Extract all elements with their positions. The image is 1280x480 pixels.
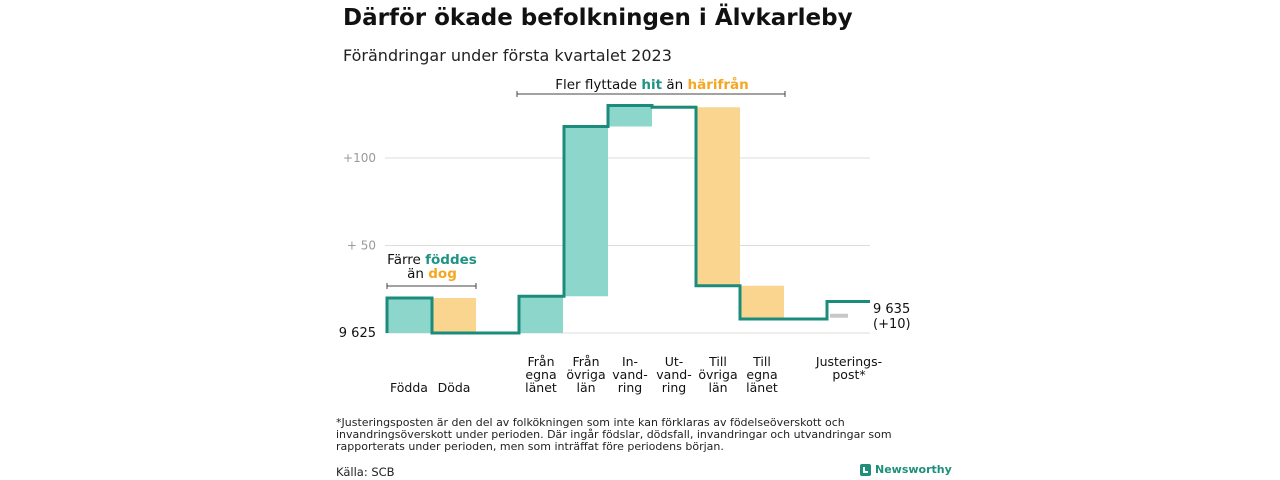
category-label: Födda — [390, 380, 428, 395]
end-change-label: (+10) — [873, 317, 911, 332]
category-label: Till egna länet — [746, 354, 778, 395]
category-label: In-vand-ring — [612, 354, 647, 395]
chart-title: Därför ökade befolkningen i Älvkarleby — [343, 5, 853, 31]
bar-Justerings-post* — [830, 313, 848, 318]
y-tick-label: + 50 — [347, 239, 376, 253]
birth-death-annotation-line1: Färre föddes — [387, 252, 477, 268]
y-tick-label: +100 — [343, 151, 376, 165]
brand-name: Newsworthy — [875, 463, 952, 476]
brand: Newsworthy — [860, 463, 952, 476]
end-value-label: 9 635 — [873, 302, 910, 317]
bar-Döda — [432, 298, 476, 333]
cumulative-step-line — [385, 104, 870, 335]
bar-Födda — [387, 298, 431, 333]
bar-Frånövrigalän — [564, 126, 608, 297]
bar-Frånegnalänet — [519, 296, 563, 333]
footnote: *Justeringsposten är den del av folkökni… — [336, 416, 892, 453]
migration-annotation: Fler flyttade hit än härifrån — [555, 76, 749, 93]
category-label: Från egna länet — [525, 354, 557, 395]
category-label: Till övriga län — [698, 354, 737, 395]
category-label: Från övriga län — [566, 354, 605, 395]
category-label: Justerings-post* — [815, 354, 882, 382]
start-value-label: 9 625 — [339, 326, 376, 341]
newsworthy-logo-icon — [860, 463, 871, 476]
category-label: Döda — [438, 380, 471, 395]
category-label: Ut-vand-ring — [656, 354, 691, 395]
bar-Tillegnalänet — [740, 285, 784, 319]
bar-In-vand-ring — [608, 105, 652, 127]
chart-subtitle: Förändringar under första kvartalet 2023 — [343, 46, 672, 65]
source-label: Källa: SCB — [336, 465, 395, 479]
birth-death-annotation-line2: än dog — [407, 266, 457, 282]
bar-Tillövrigalän — [696, 107, 740, 286]
